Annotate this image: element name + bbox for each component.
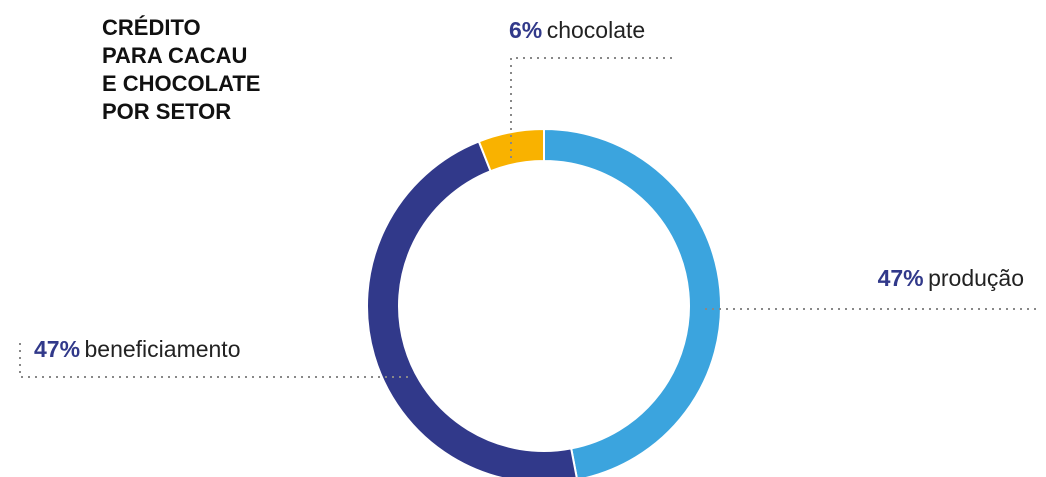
chart-title-line-4: POR SETOR — [102, 99, 232, 124]
donut-slices — [366, 127, 722, 477]
leader-line-chocolate — [510, 57, 676, 158]
slice-label-chocolate: 6% chocolate — [509, 17, 645, 43]
chart-title-line-2: PARA CACAU — [102, 43, 248, 68]
donut-slice-producao — [543, 127, 722, 477]
slice-name-beneficiamento: beneficiamento — [85, 336, 241, 362]
slice-label-beneficiamento: 47% beneficiamento — [34, 336, 241, 362]
slice-name-chocolate: chocolate — [547, 17, 645, 43]
slice-name-producao: produção — [928, 265, 1024, 291]
chart-title-line-1: CRÉDITO — [102, 15, 201, 40]
slice-value-chocolate: 6% — [509, 17, 542, 43]
slice-value-beneficiamento: 47% — [34, 336, 80, 362]
slice-value-producao: 47% — [878, 265, 924, 291]
donut-slice-beneficiamento — [366, 140, 578, 477]
chart-title-line-3: E CHOCOLATE — [102, 71, 261, 96]
chart-title: CRÉDITO PARA CACAU E CHOCOLATE POR SETOR — [102, 14, 260, 126]
slice-label-producao: 47% produção — [878, 265, 1024, 291]
